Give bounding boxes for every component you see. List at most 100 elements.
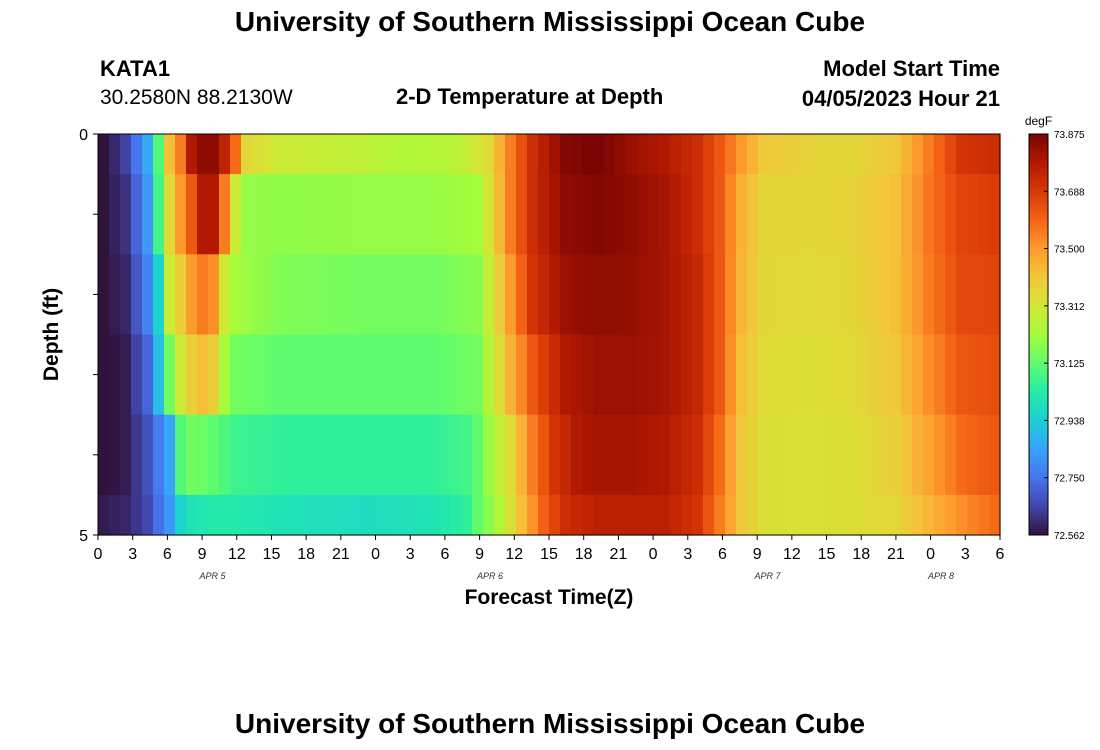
heat-cell [483, 414, 495, 496]
heat-cell [890, 494, 902, 536]
heat-cell [296, 414, 308, 496]
heat-cell [274, 334, 286, 416]
heat-cell [428, 254, 440, 336]
heat-cell [219, 254, 231, 336]
heat-cell [406, 174, 418, 255]
heat-cell [252, 414, 264, 496]
heat-cell [846, 174, 858, 255]
heat-cell [164, 334, 176, 416]
heat-cell [351, 414, 363, 496]
heat-cell [318, 174, 330, 255]
y-axis-label: Depth (ft) [40, 288, 63, 381]
colorbar-gradient [1028, 133, 1049, 536]
heat-cell [505, 334, 517, 416]
heat-cell [175, 334, 187, 416]
heat-cell [868, 494, 880, 536]
heat-cell [109, 334, 121, 416]
heat-cell [131, 334, 143, 416]
heat-cell [186, 414, 198, 496]
heat-cell [956, 334, 968, 416]
heat-cell [395, 334, 407, 416]
heat-cell [219, 334, 231, 416]
heat-cell [329, 334, 341, 416]
heat-cell [428, 494, 440, 536]
heat-cell [901, 254, 913, 336]
heat-cell [835, 174, 847, 255]
heat-cell [439, 334, 451, 416]
heat-cell [538, 494, 550, 536]
heat-cell [505, 134, 517, 175]
heat-cell [659, 334, 671, 416]
heat-cell [483, 134, 495, 175]
heat-cell [923, 414, 935, 496]
colorbar-tick-label: 72.750 [1054, 474, 1085, 485]
heat-cell [153, 494, 165, 536]
colorbar-tick-label: 73.500 [1054, 245, 1085, 256]
x-tick-label: 21 [609, 546, 627, 563]
heat-cell [186, 254, 198, 336]
heat-cell [571, 174, 583, 255]
heat-cell [296, 334, 308, 416]
heat-cell [769, 494, 781, 536]
heat-cell [186, 134, 198, 175]
heat-cell [373, 334, 385, 416]
heat-cell [351, 254, 363, 336]
heat-cell [989, 334, 1001, 416]
heat-cell [505, 254, 517, 336]
heat-cell [736, 174, 748, 255]
heat-cell [945, 254, 957, 336]
heat-cell [307, 494, 319, 536]
heat-cell [604, 334, 616, 416]
colorbar-tick-label: 73.125 [1054, 359, 1085, 370]
heat-cell [945, 414, 957, 496]
heat-cell [780, 174, 792, 255]
heat-cell [835, 254, 847, 336]
heat-cell [98, 414, 110, 496]
heat-cell [945, 334, 957, 416]
heat-cell [329, 174, 341, 255]
x-tick-label: 21 [332, 546, 350, 563]
heat-cell [758, 334, 770, 416]
heat-cell [296, 494, 308, 536]
heat-cell [472, 494, 484, 536]
heat-cell [868, 174, 880, 255]
heat-cell [483, 254, 495, 336]
heat-cell [703, 254, 715, 336]
heat-cell [472, 174, 484, 255]
heat-cell [98, 334, 110, 416]
heat-cell [494, 414, 506, 496]
heat-cell [428, 134, 440, 175]
heat-cell [923, 174, 935, 255]
heat-cell [846, 334, 858, 416]
heat-cell [274, 494, 286, 536]
heat-cell [252, 134, 264, 175]
heat-cell [362, 494, 374, 536]
heat-cell [802, 494, 814, 536]
heat-cell [197, 334, 209, 416]
heat-cell [725, 174, 737, 255]
heat-cell [989, 414, 1001, 496]
heat-cell [175, 254, 187, 336]
heat-cell [670, 174, 682, 255]
heat-cell [967, 134, 979, 175]
heat-cell [527, 174, 539, 255]
heat-cell [626, 414, 638, 496]
heat-cell [967, 414, 979, 496]
heat-cell [901, 174, 913, 255]
heat-cell [384, 414, 396, 496]
heat-cell [384, 494, 396, 536]
heat-cell [318, 134, 330, 175]
heat-cell [373, 254, 385, 336]
heatmap-cells [98, 134, 1001, 536]
heat-cell [417, 254, 429, 336]
heat-cell [857, 174, 869, 255]
heat-cell [439, 174, 451, 255]
heat-cell [131, 414, 143, 496]
heat-cell [527, 134, 539, 175]
heat-cell [901, 414, 913, 496]
date-label: APR 6 [476, 571, 503, 581]
heat-cell [230, 334, 242, 416]
heat-cell [450, 494, 462, 536]
heat-cell [351, 174, 363, 255]
heat-cell [615, 414, 627, 496]
